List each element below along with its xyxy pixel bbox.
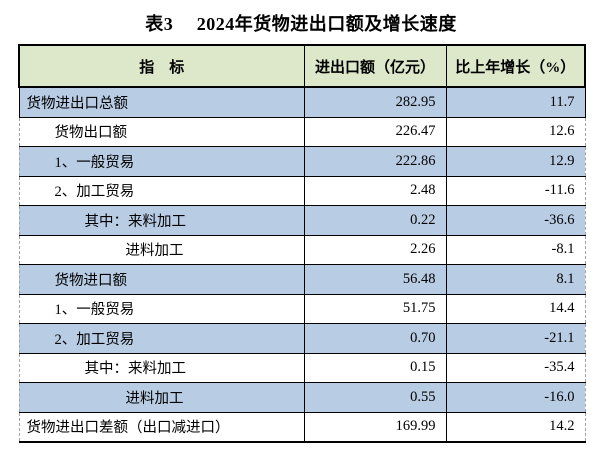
indicator-cell: 货物进口额	[18, 264, 305, 295]
value-cell: 2.48	[303, 175, 447, 206]
growth-cell: 11.7	[445, 86, 586, 118]
table-row: 1、一般贸易 222.86 12.9	[18, 146, 586, 177]
import-export-table: 指 标 进出口额（亿元） 比上年增长（%） 货物进出口总额 282.95 11.…	[18, 44, 586, 443]
value-cell: 51.75	[303, 293, 447, 324]
growth-cell: 8.1	[445, 264, 586, 295]
growth-cell: 12.9	[445, 146, 586, 177]
table-body: 货物进出口总额 282.95 11.7 货物出口额 226.47 12.6 1、…	[18, 86, 586, 443]
value-cell: 0.22	[303, 205, 447, 236]
table-row: 进料加工 2.26 -8.1	[18, 234, 586, 265]
col-header-indicator: 指 标	[18, 44, 305, 88]
table-row: 其中：来料加工 0.22 -36.6	[18, 205, 586, 236]
value-cell: 222.86	[303, 146, 447, 177]
col-header-growth: 比上年增长（%）	[445, 44, 586, 88]
header-row: 指 标 进出口额（亿元） 比上年增长（%）	[18, 44, 586, 88]
growth-cell: -36.6	[445, 205, 586, 236]
table-row: 货物进出口总额 282.95 11.7	[18, 86, 586, 118]
indicator-cell: 1、一般贸易	[18, 293, 305, 324]
table-row: 货物出口额 226.47 12.6	[18, 116, 586, 147]
indicator-cell: 进料加工	[18, 234, 305, 265]
indicator-cell: 货物进出口总额	[18, 86, 305, 118]
indicator-cell: 其中：来料加工	[18, 205, 305, 236]
value-cell: 2.26	[303, 234, 447, 265]
growth-cell: -35.4	[445, 352, 586, 383]
growth-cell: 14.2	[445, 411, 586, 443]
value-cell: 282.95	[303, 86, 447, 118]
growth-cell: -11.6	[445, 175, 586, 206]
indicator-cell: 其中：来料加工	[18, 352, 305, 383]
table-row: 货物进出口差额（出口减进口） 169.99 14.2	[18, 411, 586, 443]
indicator-cell: 2、加工贸易	[18, 323, 305, 354]
value-cell: 0.70	[303, 323, 447, 354]
indicator-cell: 货物进出口差额（出口减进口）	[18, 411, 305, 443]
value-cell: 226.47	[303, 116, 447, 147]
growth-cell: -8.1	[445, 234, 586, 265]
table-row: 其中：来料加工 0.15 -35.4	[18, 352, 586, 383]
indicator-cell: 1、一般贸易	[18, 146, 305, 177]
indicator-cell: 货物出口额	[18, 116, 305, 147]
table-row: 货物进口额 56.48 8.1	[18, 264, 586, 295]
table-row: 进料加工 0.55 -16.0	[18, 382, 586, 413]
indicator-cell: 2、加工贸易	[18, 175, 305, 206]
value-cell: 169.99	[303, 411, 447, 443]
col-header-value: 进出口额（亿元）	[303, 44, 447, 88]
value-cell: 56.48	[303, 264, 447, 295]
growth-cell: -21.1	[445, 323, 586, 354]
table-title: 表3 2024年货物进出口额及增长速度	[145, 14, 457, 34]
value-cell: 0.55	[303, 382, 447, 413]
indicator-cell: 进料加工	[18, 382, 305, 413]
table-row: 1、一般贸易 51.75 14.4	[18, 293, 586, 324]
table-row: 2、加工贸易 2.48 -11.6	[18, 175, 586, 206]
growth-cell: -16.0	[445, 382, 586, 413]
value-cell: 0.15	[303, 352, 447, 383]
growth-cell: 12.6	[445, 116, 586, 147]
growth-cell: 14.4	[445, 293, 586, 324]
table-row: 2、加工贸易 0.70 -21.1	[18, 323, 586, 354]
